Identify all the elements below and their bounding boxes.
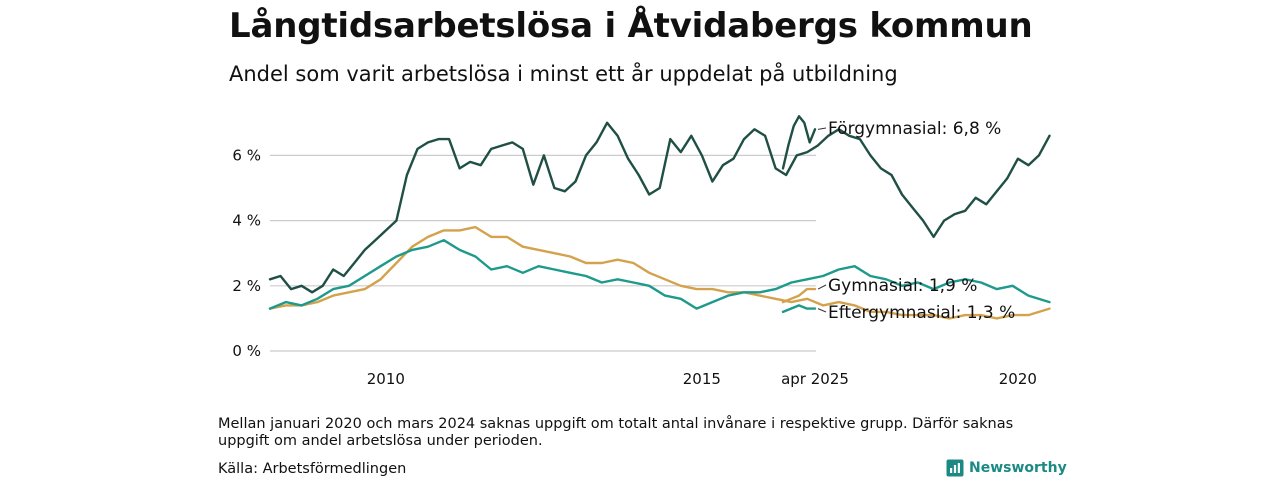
series-line-gymnasial: [781, 287, 817, 304]
footnote: Mellan januari 2020 och mars 2024 saknas…: [218, 416, 1014, 449]
page-title: Långtidsarbetslösa i Åtvidabergs kommun: [229, 6, 1033, 46]
y-tick-label: 2 %: [232, 277, 261, 295]
series-line-gymnasial: [268, 225, 1051, 320]
label-leader-line: [817, 308, 827, 313]
series-line-eftergymnasial: [781, 304, 817, 314]
x-tick-label: 2020: [999, 370, 1037, 388]
y-tick-label: 6 %: [232, 146, 261, 164]
label-leader-line: [817, 284, 827, 290]
gridlines: [270, 154, 816, 352]
series-end-label: Eftergymnasial: 1,3 %: [828, 303, 1015, 323]
series-line-eftergymnasial: [268, 239, 1051, 310]
series-end-label: Gymnasial: 1,9 %: [828, 276, 977, 296]
x-axis-ticks: 2010 2015 2020 apr 2025: [367, 370, 1037, 388]
y-tick-label: 4 %: [232, 212, 261, 230]
y-tick-label: 0 %: [232, 342, 261, 360]
newsworthy-logo-text: Newsworthy: [969, 460, 1067, 476]
x-tick-label: apr 2025: [781, 370, 849, 388]
label-leader-line: [817, 127, 827, 130]
page-subtitle: Andel som varit arbetslösa i minst ett å…: [229, 62, 898, 86]
x-tick-label: 2010: [367, 370, 405, 388]
newsworthy-logo: Newsworthy: [946, 459, 1067, 477]
series-end-labels: Förgymnasial: 6,8 % Gymnasial: 1,9 % Efter…: [817, 119, 1015, 323]
series-line-förgymnasial: [268, 121, 1051, 294]
source-credit: Källa: Arbetsförmedlingen: [218, 461, 407, 477]
series-lines: [268, 115, 1051, 320]
y-axis-ticks: 0 % 2 % 4 % 6 %: [232, 146, 261, 360]
newsworthy-logo-icon: [946, 459, 964, 477]
series-line-förgymnasial: [781, 115, 817, 170]
x-tick-label: 2015: [683, 370, 721, 388]
series-end-label: Förgymnasial: 6,8 %: [828, 119, 1001, 139]
